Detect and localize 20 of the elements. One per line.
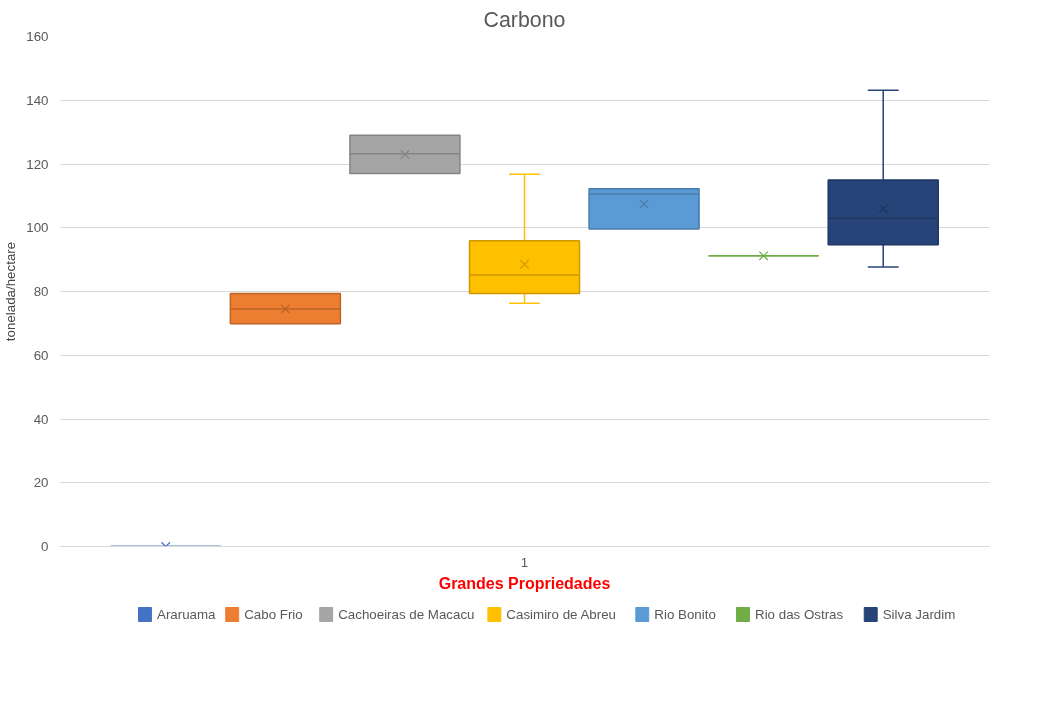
legend-label: Silva Jardim bbox=[882, 607, 956, 622]
y-tick-label: 120 bbox=[26, 156, 49, 172]
y-tick-label: 100 bbox=[26, 220, 49, 236]
legend-label: Casimiro de Abreu bbox=[506, 607, 617, 622]
legend-label: Araruama bbox=[156, 607, 217, 622]
y-tick-label: 140 bbox=[26, 92, 49, 108]
y-axis-title: tonelada/hectare bbox=[3, 241, 19, 342]
y-tick-label: 40 bbox=[33, 411, 49, 427]
legend-label: Rio Bonito bbox=[654, 607, 716, 622]
y-tick-label: 60 bbox=[33, 347, 49, 363]
y-tick-label: 80 bbox=[33, 284, 49, 299]
y-tick-label: 160 bbox=[26, 29, 49, 44]
chart-title: Carbono bbox=[483, 7, 566, 32]
legend-label: Cachoeiras de Macacu bbox=[338, 607, 475, 622]
legend-label: Rio das Ostras bbox=[755, 607, 844, 622]
legend-label: Cabo Frio bbox=[244, 607, 303, 622]
x-tick-label: 1 bbox=[520, 554, 529, 570]
y-tick-label: 0 bbox=[41, 539, 49, 554]
y-tick-label: 20 bbox=[33, 475, 49, 491]
x-axis-title: Grandes Propriedades bbox=[438, 574, 611, 592]
